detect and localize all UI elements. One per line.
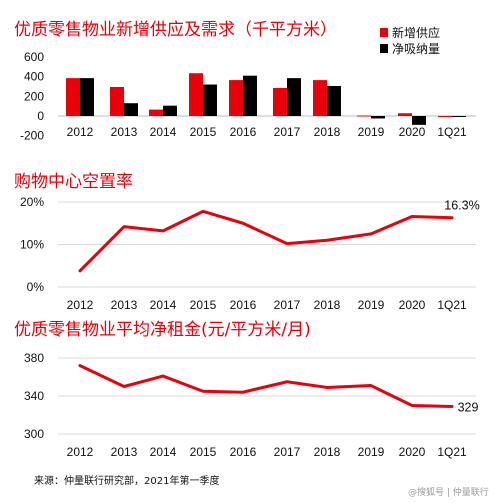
y-tick-label: 20%: [20, 195, 44, 209]
x-tick-label: 2016: [230, 445, 257, 459]
bar-absorption: [80, 78, 94, 116]
bar-supply: [398, 113, 412, 116]
bar-supply: [438, 116, 452, 117]
bar-supply: [66, 78, 80, 116]
x-tick-label: 1Q21: [437, 125, 467, 139]
legend-label-supply: 新增供应: [392, 25, 440, 40]
vacancy-line: [78, 209, 454, 273]
x-tick-label: 2014: [150, 445, 177, 459]
x-tick-label: 2012: [67, 445, 94, 459]
source-note: 来源：仲量联行研究部，2021年第一季度: [34, 474, 219, 487]
x-tick-label: 2020: [399, 298, 426, 312]
x-tick-label: 2019: [358, 125, 385, 139]
bar-absorption: [412, 116, 426, 125]
x-tick-label: 2020: [399, 445, 426, 459]
x-tick-label: 2018: [314, 445, 341, 459]
x-tick-label: 2013: [111, 125, 138, 139]
x-tick-label: 2015: [190, 445, 217, 459]
y-tick-label: 300: [24, 427, 44, 441]
y-tick-label: 0%: [27, 280, 45, 294]
x-tick-label: 2013: [111, 298, 138, 312]
vacancy-chart: 购物中心空置率 0%10%20% 16.3% 2012 2013 2014 2015 2…: [14, 172, 480, 312]
x-tick-label: 2015: [190, 298, 217, 312]
x-tick-label: 2017: [274, 298, 301, 312]
vacancy-x-labels: 2012 2013 2014 2015 2016 2017 2018 2019 2020 1Q21: [67, 298, 467, 312]
bar-absorption: [203, 84, 217, 116]
vacancy-end-label: 16.3%: [444, 199, 479, 213]
vacancy-axes: 0% 10% 20%: [20, 195, 476, 294]
rent-x-labels: 2012 2013 2014 2015 2016 2017 2018 2019 2020 1Q21: [67, 445, 467, 459]
series-line: [78, 209, 454, 273]
bar-supply: [357, 115, 371, 117]
legend-swatch-supply: [380, 28, 388, 37]
x-tick-label: 2014: [150, 298, 177, 312]
bar-supply: [189, 73, 203, 116]
bar-supply: [110, 86, 124, 116]
supply-demand-chart-title: 优质零售物业新增供应及需求（千平方米）: [14, 20, 337, 40]
y-tick-label: 340: [24, 389, 44, 403]
bar-supply: [149, 109, 163, 116]
bar-supply: [273, 87, 287, 116]
x-tick-label: 2016: [230, 298, 257, 312]
x-tick-label: 1Q21: [437, 298, 467, 312]
y-tick-label: 200: [24, 89, 44, 103]
x-tick-label: 2013: [111, 445, 138, 459]
rent-chart-title: 优质零售物业平均净租金(元/平方米/月): [14, 320, 311, 340]
legend-label-absorption: 净吸纳量: [392, 42, 440, 56]
bar-supply: [229, 80, 243, 116]
bar-supply: [313, 80, 327, 116]
x-tick-label: 2017: [274, 445, 301, 459]
y-tick-label: 0: [37, 109, 44, 123]
bar-absorption: [452, 116, 466, 117]
watermark: @搜狐号 | 仲量联行: [408, 486, 489, 498]
bar-absorption: [243, 75, 257, 116]
rent-line: [78, 364, 454, 408]
x-tick-label: 2018: [314, 298, 341, 312]
y-tick-label: 400: [24, 70, 44, 84]
bar-absorption: [287, 78, 301, 116]
x-tick-label: 2014: [150, 125, 177, 139]
supply-demand-chart: 优质零售物业新增供应及需求（千平方米） 新增供应 净吸纳量 600 400 200 0…: [14, 20, 476, 143]
x-tick-label: 2016: [230, 125, 257, 139]
y-tick-label: -200: [20, 129, 44, 143]
x-tick-label: 2019: [358, 298, 385, 312]
x-tick-label: 1Q21: [437, 445, 467, 459]
x-tick-label: 2020: [399, 125, 426, 139]
supply-demand-bars: [66, 73, 466, 125]
legend-swatch-absorption: [380, 44, 388, 53]
y-tick-label: 600: [24, 50, 44, 64]
bar-absorption: [371, 116, 385, 119]
series-line: [78, 364, 454, 408]
rent-axes: 300 340 380: [24, 351, 476, 441]
x-tick-label: 2019: [358, 445, 385, 459]
vacancy-chart-title: 购物中心空置率: [14, 172, 133, 192]
x-tick-label: 2015: [190, 125, 217, 139]
legend: 新增供应 净吸纳量: [380, 25, 440, 56]
supply-demand-x-labels: 2012 2013 2014 2015 2016 2017 2018 2019 2020 1Q21: [67, 125, 467, 139]
bar-absorption: [124, 103, 138, 116]
bar-absorption: [163, 105, 177, 116]
bar-absorption: [327, 86, 341, 116]
x-tick-label: 2012: [67, 298, 94, 312]
rent-end-label: 329: [458, 400, 479, 414]
x-tick-label: 2018: [314, 125, 341, 139]
y-tick-label: 380: [24, 351, 44, 365]
x-tick-label: 2012: [67, 125, 94, 139]
y-tick-label: 10%: [20, 238, 44, 252]
x-tick-label: 2017: [274, 125, 301, 139]
